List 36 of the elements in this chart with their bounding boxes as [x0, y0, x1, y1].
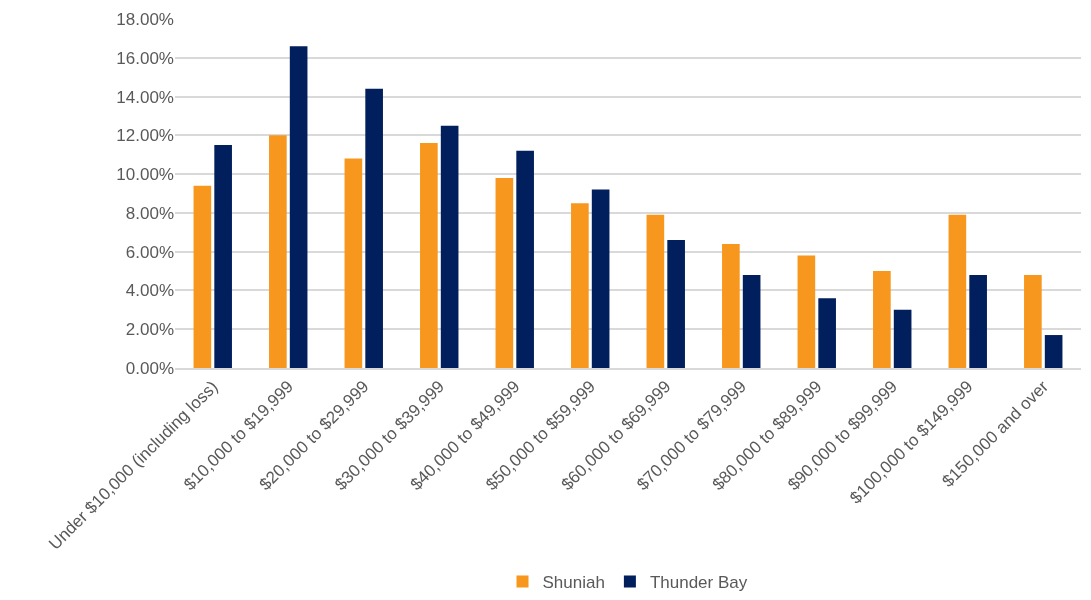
bar: [193, 185, 212, 368]
bar: [365, 88, 383, 368]
bar: [495, 177, 514, 368]
bar: [214, 145, 232, 368]
bar: [1024, 274, 1042, 368]
y-tick-label: 0.00%: [125, 358, 174, 378]
bar: [722, 243, 740, 368]
y-tick-label: 12.00%: [116, 126, 174, 146]
bar: [818, 298, 836, 368]
y-tick-label: 6.00%: [125, 242, 174, 262]
y-tick-label: 8.00%: [125, 203, 174, 223]
bar: [948, 214, 967, 368]
y-tick-label: 16.00%: [116, 48, 174, 68]
bar: [344, 158, 363, 368]
y-tick-label: 4.00%: [125, 281, 174, 301]
legend-label: Thunder Bay: [649, 573, 748, 593]
bar: [667, 240, 685, 368]
bar: [289, 46, 308, 368]
bar: [571, 203, 589, 368]
bar: [969, 274, 987, 368]
bar: [873, 271, 891, 368]
y-tick-label: 10.00%: [116, 165, 174, 185]
y-tick-label: 18.00%: [116, 9, 174, 29]
bar: [440, 125, 459, 368]
bar: [269, 135, 287, 368]
bar: [893, 309, 912, 368]
bar: [797, 255, 816, 368]
bar: [591, 189, 610, 368]
bar: [420, 143, 438, 368]
bar: [742, 274, 761, 368]
bar: [646, 214, 665, 368]
bar: [1044, 335, 1063, 368]
y-tick-label: 14.00%: [116, 87, 174, 107]
bar: [516, 150, 534, 368]
legend-label: Shuniah: [542, 573, 605, 593]
y-tick-label: 2.00%: [125, 320, 174, 340]
